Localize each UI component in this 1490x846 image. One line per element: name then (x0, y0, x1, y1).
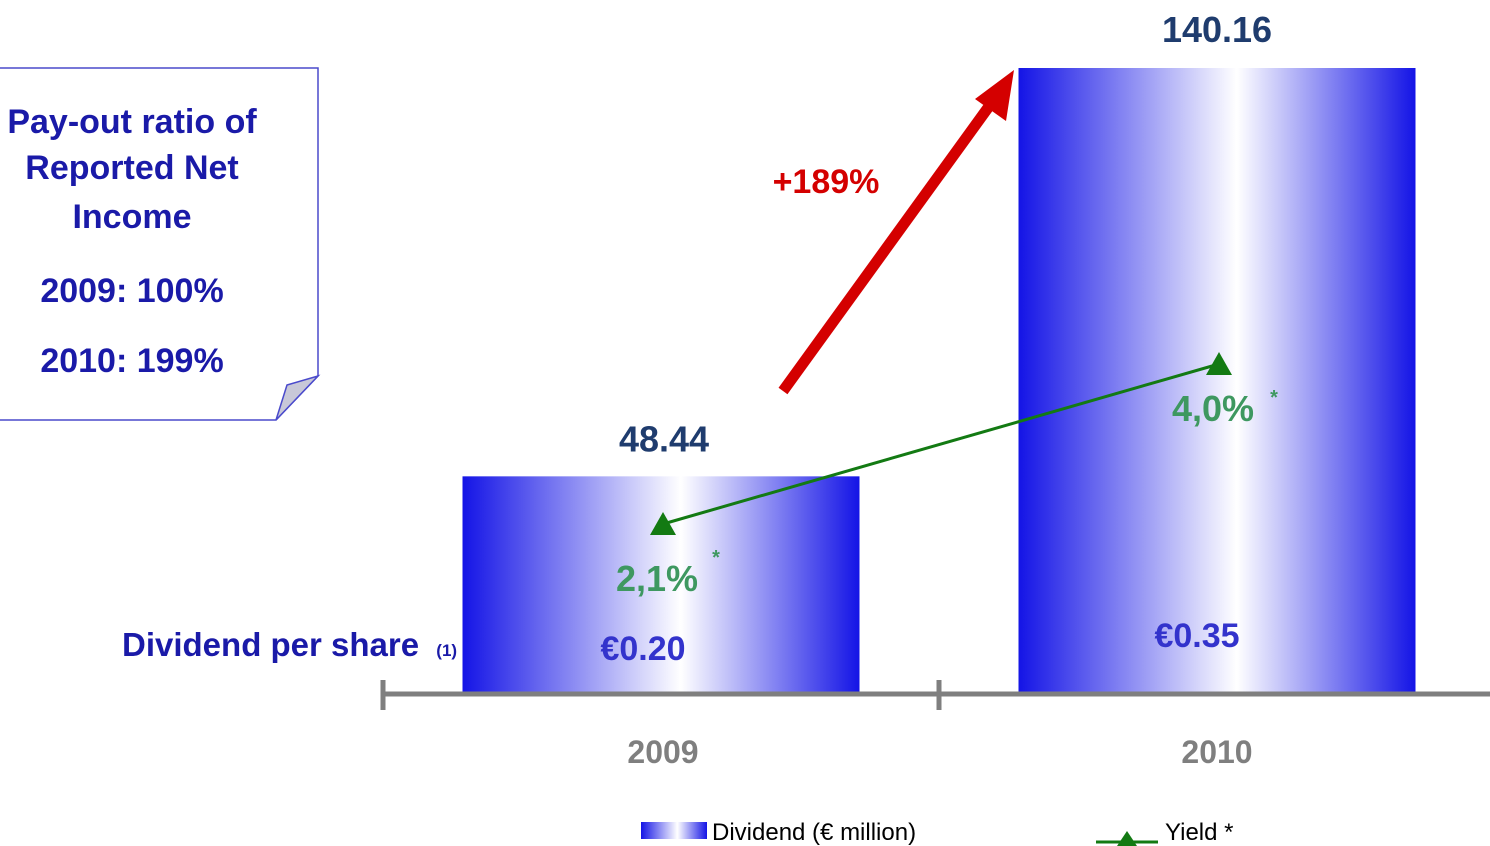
legend: Dividend (€ million) Yield * (641, 819, 1233, 846)
callout-fold (275, 374, 321, 421)
yield-marker-2009 (650, 512, 676, 535)
callout-line-1: Pay-out ratio of (7, 103, 257, 141)
x-tick-labels: 2009 2010 (627, 734, 1252, 770)
legend-yield-marker (1117, 831, 1137, 846)
growth-arrow-head (975, 70, 1014, 121)
dps-label-text: Dividend per share (122, 626, 419, 663)
x-axis (380, 680, 1490, 710)
yield-marker-2010 (1206, 352, 1232, 375)
dividend-value-label-2010: 140.16 (1162, 9, 1272, 50)
dividend-bar-2009 (462, 476, 860, 692)
dps-value-2009: €0.20 (600, 630, 685, 668)
yield-footnote-mark-2010: * (1270, 387, 1278, 409)
dividend-bar-2010 (1018, 68, 1416, 692)
dividend-bars (462, 68, 1416, 692)
callout-line-5: 2010: 199% (40, 342, 223, 380)
growth-arrow: +189% (773, 70, 1014, 395)
dividend-value-label-2009: 48.44 (619, 418, 709, 459)
dps-value-2010: €0.35 (1154, 617, 1239, 655)
callout-line-4: 2009: 100% (40, 272, 223, 310)
legend-dividend-swatch (641, 822, 707, 839)
growth-label: +189% (773, 163, 880, 201)
yield-series: 2,1% * 4,0% * (616, 352, 1278, 599)
yield-label-2010: 4,0% (1172, 388, 1254, 429)
payout-callout: Pay-out ratio of Reported Net Income 200… (0, 67, 321, 421)
growth-arrow-shaft (778, 101, 995, 395)
callout-line-3: Income (72, 198, 191, 236)
yield-label-2009: 2,1% (616, 558, 698, 599)
x-tick-label-2010: 2010 (1181, 734, 1252, 770)
x-tick-label-2009: 2009 (627, 734, 698, 770)
callout-line-2: Reported Net (25, 149, 238, 187)
dps-footnote: (1) (436, 641, 457, 660)
yield-line (662, 362, 1220, 526)
yield-footnote-mark-2009: * (712, 547, 720, 569)
legend-dividend-label: Dividend (€ million) (712, 819, 916, 846)
dps-values: €0.20 €0.35 (600, 617, 1239, 668)
dividend-value-labels: 48.44 140.16 (619, 9, 1272, 459)
legend-yield-label: Yield * (1165, 819, 1233, 846)
dps-label: Dividend per share (1) (122, 626, 457, 663)
